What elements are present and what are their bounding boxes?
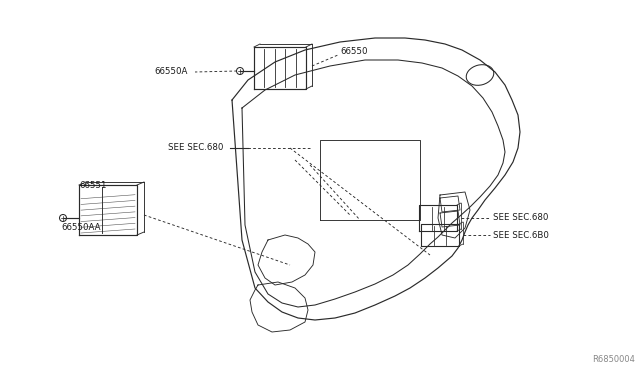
Text: 66551: 66551 xyxy=(79,180,106,189)
Text: SEE SEC.6B0: SEE SEC.6B0 xyxy=(493,231,549,240)
Text: 66550: 66550 xyxy=(340,48,367,57)
Text: R6850004: R6850004 xyxy=(592,355,635,364)
Text: 66550AA: 66550AA xyxy=(61,224,100,232)
Text: SEE SEC.680: SEE SEC.680 xyxy=(168,144,223,153)
Text: SEE SEC.680: SEE SEC.680 xyxy=(493,214,548,222)
Text: 66550A: 66550A xyxy=(155,67,188,77)
